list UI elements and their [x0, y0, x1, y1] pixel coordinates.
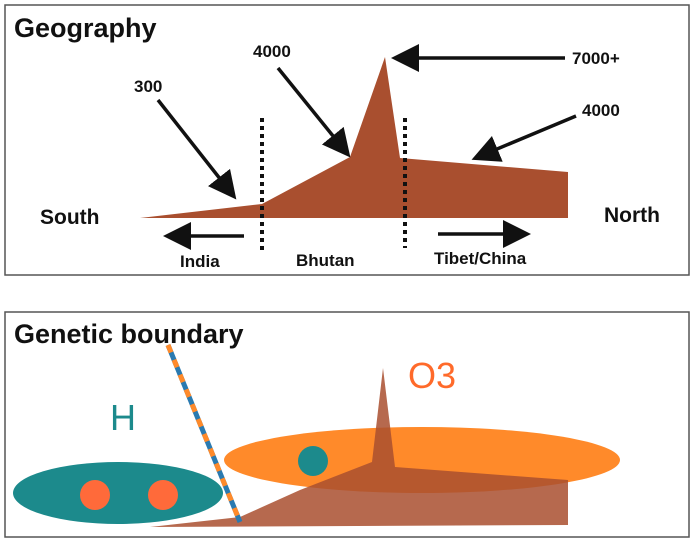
elevation-label: 4000 [582, 101, 620, 120]
elevation-label: 300 [134, 77, 162, 96]
o3-individual [80, 480, 110, 510]
region-label: Tibet/China [434, 249, 527, 268]
direction-label: South [40, 206, 99, 229]
elevation-label: 4000 [253, 42, 291, 61]
haplogroup-label: H [110, 397, 136, 438]
panel-frame [5, 5, 689, 275]
direction-label: North [604, 204, 660, 227]
elevation-label: 7000+ [572, 49, 620, 68]
figure: Geography 300 4000 7000+ 4000 South Nort… [0, 0, 695, 541]
panel-title: Genetic boundary [14, 319, 244, 349]
h-individual [298, 446, 328, 476]
page: {"panels": [ {"title": "Geography", "lab… [0, 0, 695, 541]
region-label: India [180, 252, 220, 271]
panel-title: Geography [14, 13, 157, 43]
region-label: Bhutan [296, 251, 355, 270]
h-population [13, 462, 223, 524]
haplogroup-label: O3 [408, 355, 456, 396]
o3-individual [148, 480, 178, 510]
